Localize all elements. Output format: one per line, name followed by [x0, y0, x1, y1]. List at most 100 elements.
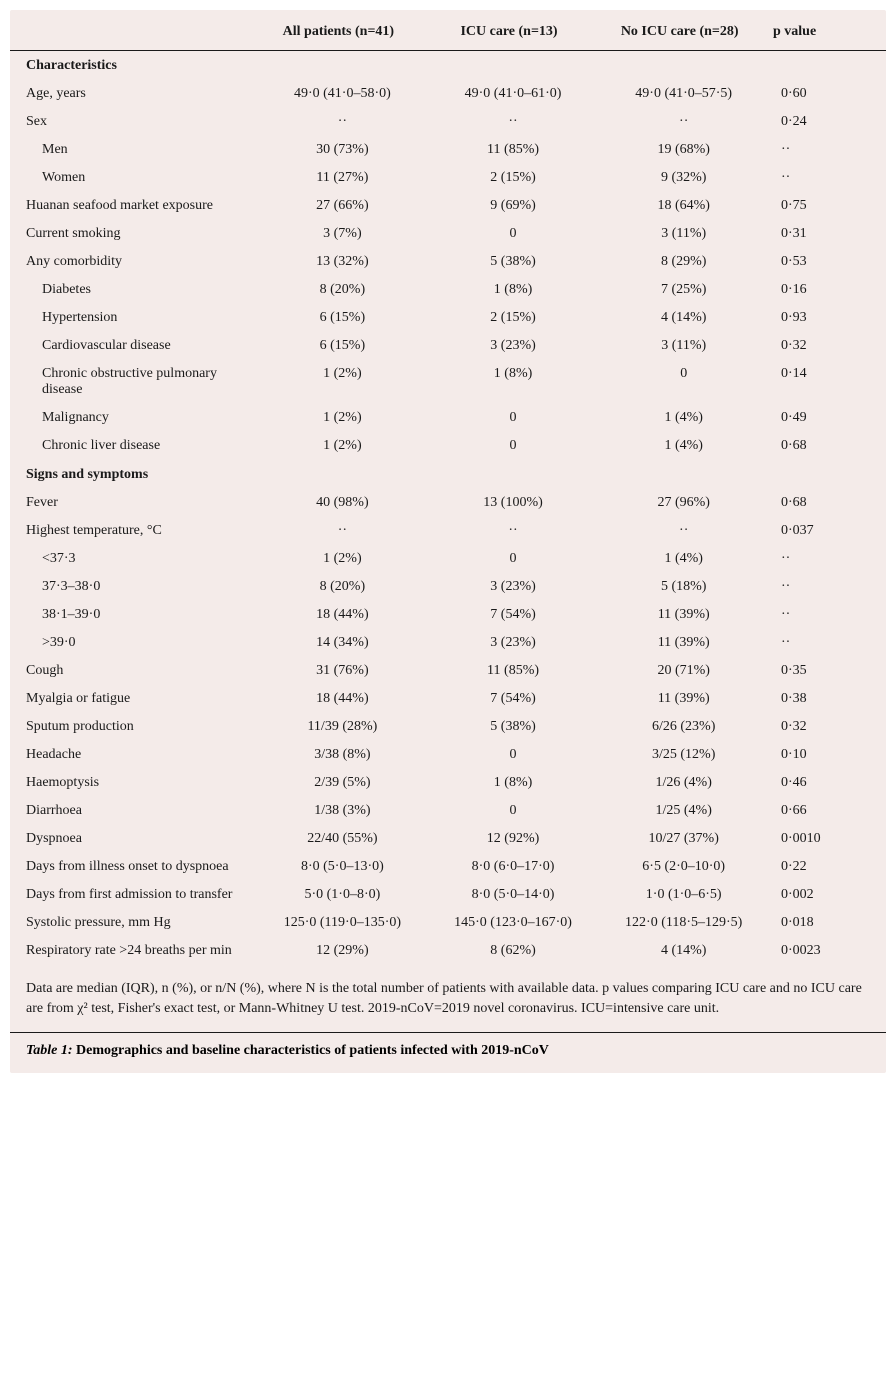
- cell-noicu: 11 (39%): [594, 685, 765, 713]
- cell-pvalue: 0·53: [765, 248, 886, 276]
- cell-pvalue: ··: [765, 136, 886, 164]
- cell-noicu: 3 (11%): [594, 220, 765, 248]
- cell-all: 11 (27%): [253, 164, 424, 192]
- cell-icu: 0: [424, 741, 595, 769]
- cell-pvalue: 0·22: [765, 853, 886, 881]
- row-label: Fever: [10, 489, 253, 517]
- cell-noicu: 18 (64%): [594, 192, 765, 220]
- col-pvalue: p value: [765, 10, 886, 51]
- cell-pvalue: 0·018: [765, 909, 886, 937]
- cell-noicu: 1/25 (4%): [594, 797, 765, 825]
- table-row: Diabetes8 (20%)1 (8%)7 (25%)0·16: [10, 276, 886, 304]
- section-header: Signs and symptoms: [10, 460, 886, 489]
- cell-pvalue: ··: [765, 164, 886, 192]
- table-caption: Table 1: Demographics and baseline chara…: [10, 1032, 886, 1073]
- row-label: Days from first admission to transfer: [10, 881, 253, 909]
- row-label: Myalgia or fatigue: [10, 685, 253, 713]
- cell-icu: 8 (62%): [424, 937, 595, 965]
- table-row: Systolic pressure, mm Hg125·0 (119·0–135…: [10, 909, 886, 937]
- table-row: Malignancy1 (2%)01 (4%)0·49: [10, 404, 886, 432]
- cell-icu: 1 (8%): [424, 276, 595, 304]
- cell-icu: 145·0 (123·0–167·0): [424, 909, 595, 937]
- cell-all: 3 (7%): [253, 220, 424, 248]
- cell-all: 3/38 (8%): [253, 741, 424, 769]
- row-label: Highest temperature, °C: [10, 517, 253, 545]
- cell-noicu: 8 (29%): [594, 248, 765, 276]
- cell-all: 31 (76%): [253, 657, 424, 685]
- cell-all: 22/40 (55%): [253, 825, 424, 853]
- cell-icu: 0: [424, 432, 595, 460]
- cell-noicu: 1/26 (4%): [594, 769, 765, 797]
- cell-all: 6 (15%): [253, 304, 424, 332]
- cell-icu: 0: [424, 797, 595, 825]
- row-label: Diarrhoea: [10, 797, 253, 825]
- row-label: Haemoptysis: [10, 769, 253, 797]
- cell-noicu: 4 (14%): [594, 304, 765, 332]
- cell-all: 49·0 (41·0–58·0): [253, 80, 424, 108]
- cell-icu: 8·0 (6·0–17·0): [424, 853, 595, 881]
- cell-all: 14 (34%): [253, 629, 424, 657]
- cell-pvalue: 0·68: [765, 489, 886, 517]
- table-row: Cough31 (76%)11 (85%)20 (71%)0·35: [10, 657, 886, 685]
- cell-pvalue: 0·16: [765, 276, 886, 304]
- cell-pvalue: 0·93: [765, 304, 886, 332]
- row-label: Diabetes: [10, 276, 253, 304]
- table-row: 38·1–39·018 (44%)7 (54%)11 (39%)··: [10, 601, 886, 629]
- row-label: Hypertension: [10, 304, 253, 332]
- cell-all: ··: [253, 108, 424, 136]
- cell-noicu: ··: [594, 517, 765, 545]
- cell-noicu: 6/26 (23%): [594, 713, 765, 741]
- cell-pvalue: 0·68: [765, 432, 886, 460]
- table-row: <37·31 (2%)01 (4%)··: [10, 545, 886, 573]
- cell-all: 8 (20%): [253, 573, 424, 601]
- cell-pvalue: 0·24: [765, 108, 886, 136]
- row-label: Cough: [10, 657, 253, 685]
- row-label: Chronic liver disease: [10, 432, 253, 460]
- cell-all: 5·0 (1·0–8·0): [253, 881, 424, 909]
- cell-all: 1 (2%): [253, 404, 424, 432]
- cell-noicu: 1·0 (1·0–6·5): [594, 881, 765, 909]
- table-row: Respiratory rate >24 breaths per min12 (…: [10, 937, 886, 965]
- cell-pvalue: ··: [765, 573, 886, 601]
- cell-all: 1 (2%): [253, 432, 424, 460]
- cell-icu: 1 (8%): [424, 360, 595, 404]
- cell-noicu: 3/25 (12%): [594, 741, 765, 769]
- cell-noicu: 10/27 (37%): [594, 825, 765, 853]
- table-row: Cardiovascular disease6 (15%)3 (23%)3 (1…: [10, 332, 886, 360]
- section-title: Signs and symptoms: [10, 460, 886, 489]
- cell-icu: 2 (15%): [424, 304, 595, 332]
- cell-icu: 13 (100%): [424, 489, 595, 517]
- cell-noicu: 11 (39%): [594, 629, 765, 657]
- cell-icu: 5 (38%): [424, 713, 595, 741]
- cell-all: 12 (29%): [253, 937, 424, 965]
- table-row: Any comorbidity13 (32%)5 (38%)8 (29%)0·5…: [10, 248, 886, 276]
- cell-all: ··: [253, 517, 424, 545]
- row-label: Systolic pressure, mm Hg: [10, 909, 253, 937]
- table-row: Myalgia or fatigue18 (44%)7 (54%)11 (39%…: [10, 685, 886, 713]
- cell-all: 11/39 (28%): [253, 713, 424, 741]
- col-icu: ICU care (n=13): [424, 10, 595, 51]
- row-label: <37·3: [10, 545, 253, 573]
- cell-all: 1 (2%): [253, 360, 424, 404]
- cell-all: 1 (2%): [253, 545, 424, 573]
- cell-icu: ··: [424, 517, 595, 545]
- table-row: Chronic obstructive pulmonary disease1 (…: [10, 360, 886, 404]
- table-row: Headache3/38 (8%)03/25 (12%)0·10: [10, 741, 886, 769]
- table-row: Age, years49·0 (41·0–58·0)49·0 (41·0–61·…: [10, 80, 886, 108]
- cell-pvalue: 0·49: [765, 404, 886, 432]
- cell-pvalue: 0·32: [765, 332, 886, 360]
- cell-pvalue: 0·037: [765, 517, 886, 545]
- table-panel: All patients (n=41) ICU care (n=13) No I…: [10, 10, 886, 1073]
- cell-noicu: 27 (96%): [594, 489, 765, 517]
- row-label: Cardiovascular disease: [10, 332, 253, 360]
- cell-noicu: 5 (18%): [594, 573, 765, 601]
- section-header: Characteristics: [10, 51, 886, 80]
- cell-icu: 8·0 (5·0–14·0): [424, 881, 595, 909]
- cell-pvalue: 0·32: [765, 713, 886, 741]
- cell-pvalue: 0·66: [765, 797, 886, 825]
- cell-all: 1/38 (3%): [253, 797, 424, 825]
- cell-icu: ··: [424, 108, 595, 136]
- cell-pvalue: 0·35: [765, 657, 886, 685]
- cell-noicu: 20 (71%): [594, 657, 765, 685]
- cell-noicu: 1 (4%): [594, 404, 765, 432]
